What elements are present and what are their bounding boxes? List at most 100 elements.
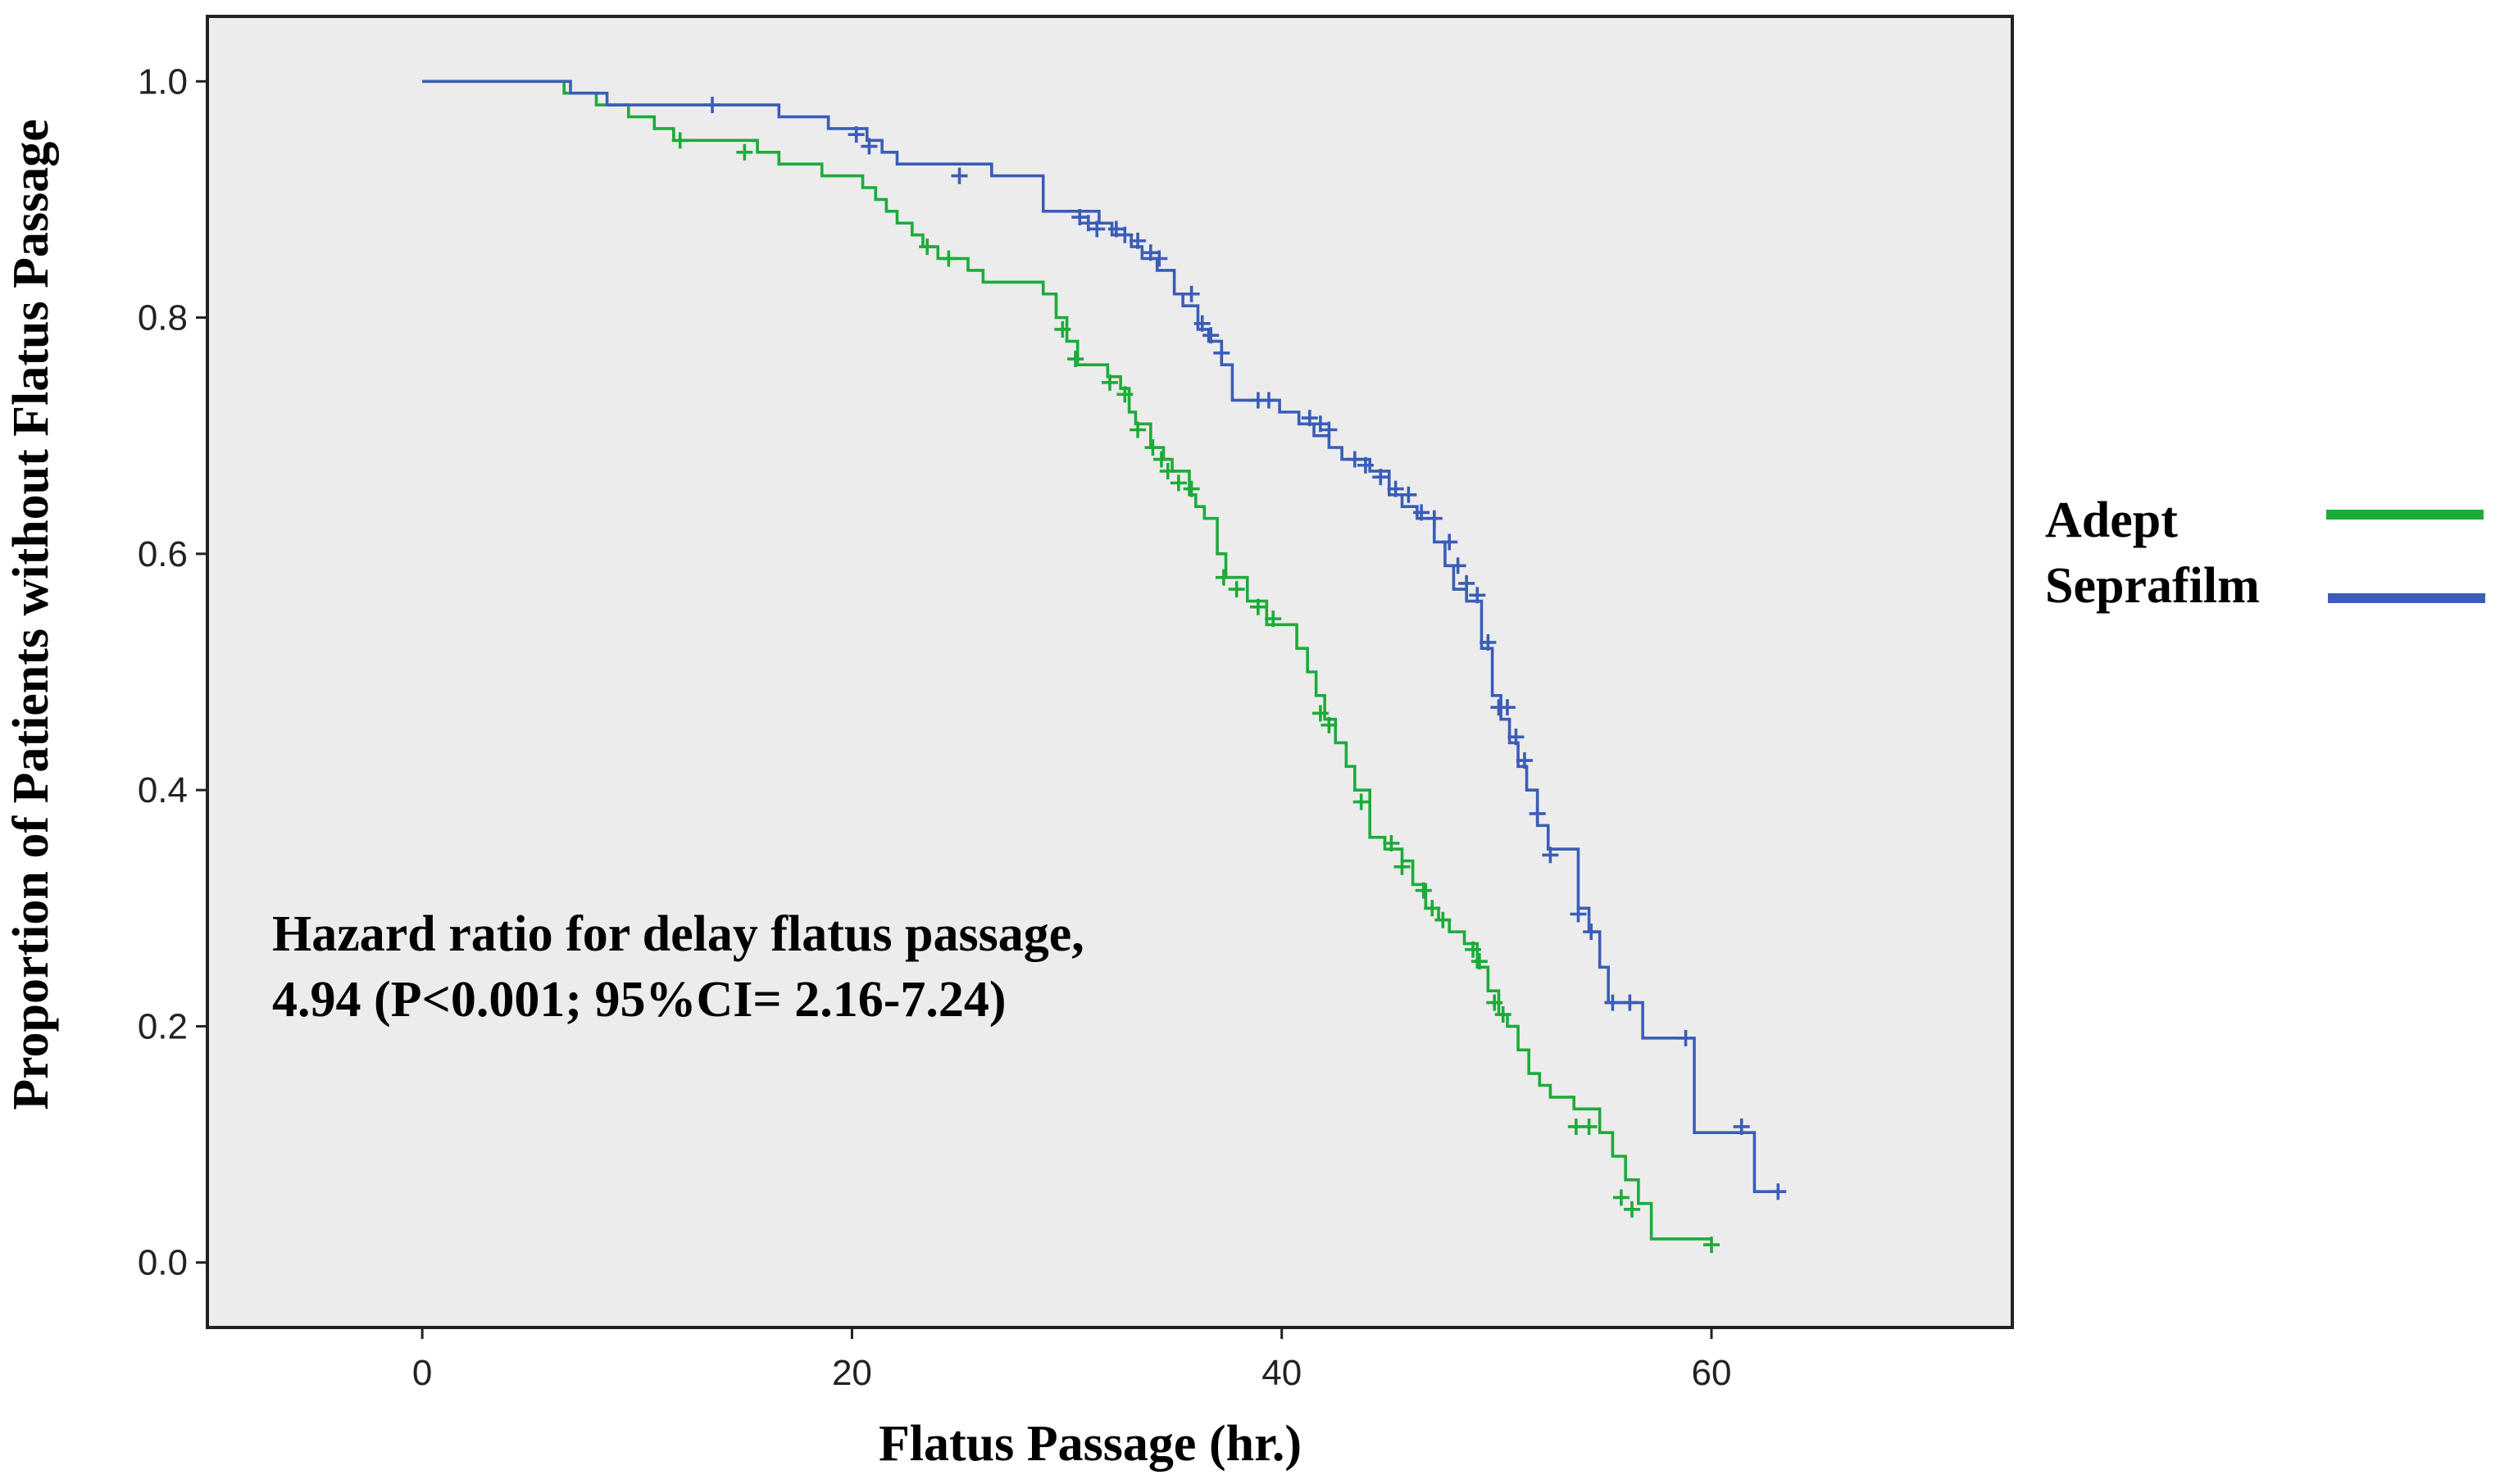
censor-mark-seprafilm xyxy=(1516,752,1533,769)
censor-mark-seprafilm xyxy=(1570,905,1587,923)
censor-mark-seprafilm xyxy=(1770,1183,1787,1200)
censor-mark-seprafilm xyxy=(1387,480,1404,497)
censor-mark-adept xyxy=(1580,1118,1598,1135)
censor-mark-adept xyxy=(1415,882,1432,899)
x-tick-label: 20 xyxy=(832,1353,872,1393)
censor-mark-adept xyxy=(1159,462,1176,479)
censor-mark-seprafilm xyxy=(1071,209,1089,226)
y-tick-label: 0.0 xyxy=(138,1243,188,1283)
censor-mark-adept xyxy=(940,250,957,267)
hazard-ratio-annotation-line-1: Hazard ratio for delay flatus passage, xyxy=(272,906,1084,962)
censor-mark-adept xyxy=(1215,569,1232,586)
censor-mark-seprafilm xyxy=(1542,846,1559,864)
censor-mark-seprafilm xyxy=(1498,699,1516,716)
censor-mark-seprafilm xyxy=(1142,244,1159,261)
plot-area xyxy=(206,15,2014,1329)
y-tick-label: 0.8 xyxy=(138,298,188,338)
km-curve-adept xyxy=(422,79,1711,1241)
censor-mark-seprafilm xyxy=(1400,486,1417,503)
censor-mark-seprafilm xyxy=(1458,574,1475,592)
censor-mark-seprafilm xyxy=(1357,456,1374,474)
censor-mark-seprafilm xyxy=(1320,421,1338,438)
censor-mark-seprafilm xyxy=(1183,285,1200,302)
censor-mark-seprafilm xyxy=(951,167,968,184)
censor-mark-seprafilm xyxy=(1469,587,1486,604)
censor-mark-adept xyxy=(1465,941,1482,958)
censor-mark-adept xyxy=(1424,900,1441,917)
censor-marks-adept xyxy=(671,132,1720,1254)
censor-mark-adept xyxy=(671,132,689,149)
censor-mark-adept xyxy=(1612,1189,1630,1206)
censor-mark-adept xyxy=(919,238,936,256)
censor-mark-adept xyxy=(1265,610,1282,628)
censor-mark-adept xyxy=(1116,386,1134,403)
censor-mark-adept xyxy=(1228,581,1245,598)
censor-mark-adept xyxy=(1102,374,1118,391)
censor-mark-adept xyxy=(1183,480,1200,497)
legend-label-seprafilm: Seprafilm xyxy=(2045,558,2260,614)
y-tick-label: 0.2 xyxy=(138,1006,188,1046)
censor-marks-seprafilm xyxy=(704,97,1787,1200)
y-tick-label: 1.0 xyxy=(138,61,188,102)
censor-mark-seprafilm xyxy=(1449,557,1466,574)
censor-mark-adept xyxy=(736,143,753,161)
legend-label-adept: Adept xyxy=(2045,492,2178,548)
censor-mark-adept xyxy=(1249,598,1266,615)
x-tick-label: 0 xyxy=(412,1353,432,1393)
censor-mark-adept xyxy=(1311,705,1329,722)
legend: Adept Seprafilm xyxy=(2045,492,2485,614)
censor-mark-seprafilm xyxy=(1441,533,1458,551)
censor-mark-seprafilm xyxy=(1346,451,1363,468)
censor-mark-adept xyxy=(1624,1200,1641,1218)
censor-mark-seprafilm xyxy=(848,126,865,143)
censor-mark-adept xyxy=(1144,439,1161,456)
censor-mark-adept xyxy=(1152,451,1170,468)
censor-mark-seprafilm xyxy=(1507,728,1525,746)
x-axis: 0 20 40 60 xyxy=(412,1327,1732,1393)
censor-mark-adept xyxy=(1170,474,1187,492)
censor-mark-seprafilm xyxy=(1677,1029,1694,1046)
censor-mark-seprafilm xyxy=(1413,504,1430,521)
km-curve-seprafilm xyxy=(422,79,1776,1194)
censor-mark-adept xyxy=(1320,716,1338,733)
censor-mark-seprafilm xyxy=(1604,994,1621,1011)
y-tick-label: 0.6 xyxy=(138,534,188,574)
censor-mark-seprafilm xyxy=(1116,226,1134,243)
x-tick-label: 40 xyxy=(1261,1353,1302,1393)
censor-mark-seprafilm xyxy=(1260,392,1277,409)
censor-mark-adept xyxy=(1054,320,1071,338)
censor-mark-seprafilm xyxy=(1301,410,1318,427)
y-tick-label: 0.4 xyxy=(138,770,188,810)
censor-mark-seprafilm xyxy=(1529,805,1546,822)
y-axis: 0.0 0.2 0.4 0.6 0.8 1.0 xyxy=(138,61,207,1283)
censor-mark-adept xyxy=(1494,1006,1511,1023)
censor-mark-seprafilm xyxy=(1080,215,1097,232)
censor-mark-seprafilm xyxy=(1425,510,1443,527)
censor-mark-seprafilm xyxy=(1480,633,1497,651)
censor-mark-adept xyxy=(1470,953,1488,970)
censor-mark-seprafilm xyxy=(1621,994,1639,1011)
censor-mark-seprafilm xyxy=(1733,1118,1750,1135)
censor-mark-adept xyxy=(1352,793,1370,810)
censor-mark-seprafilm xyxy=(1107,220,1125,238)
hazard-ratio-annotation-line-2: 4.94 (P<0.001; 95%CI= 2.16-7.24) xyxy=(272,972,1007,1028)
censor-mark-seprafilm xyxy=(1089,220,1106,238)
censor-mark-adept xyxy=(1393,858,1411,875)
censor-mark-adept xyxy=(1130,421,1147,438)
y-axis-title: Proportion of Patients without Flatus Pa… xyxy=(3,119,59,1110)
censor-mark-adept xyxy=(1486,994,1503,1011)
x-tick-label: 60 xyxy=(1692,1353,1732,1393)
survival-curves xyxy=(422,79,1787,1254)
x-axis-title: Flatus Passage (hr.) xyxy=(879,1416,1302,1472)
censor-mark-seprafilm xyxy=(704,97,721,114)
censor-mark-seprafilm xyxy=(1213,344,1230,361)
censor-mark-seprafilm xyxy=(1311,415,1329,433)
censor-mark-seprafilm xyxy=(1130,232,1147,249)
censor-mark-adept xyxy=(1434,911,1452,928)
censor-mark-adept xyxy=(1067,351,1084,368)
censor-mark-adept xyxy=(1703,1237,1720,1254)
censor-mark-adept xyxy=(1383,835,1400,852)
censor-mark-seprafilm xyxy=(1193,315,1211,332)
censor-mark-seprafilm xyxy=(1202,327,1220,344)
